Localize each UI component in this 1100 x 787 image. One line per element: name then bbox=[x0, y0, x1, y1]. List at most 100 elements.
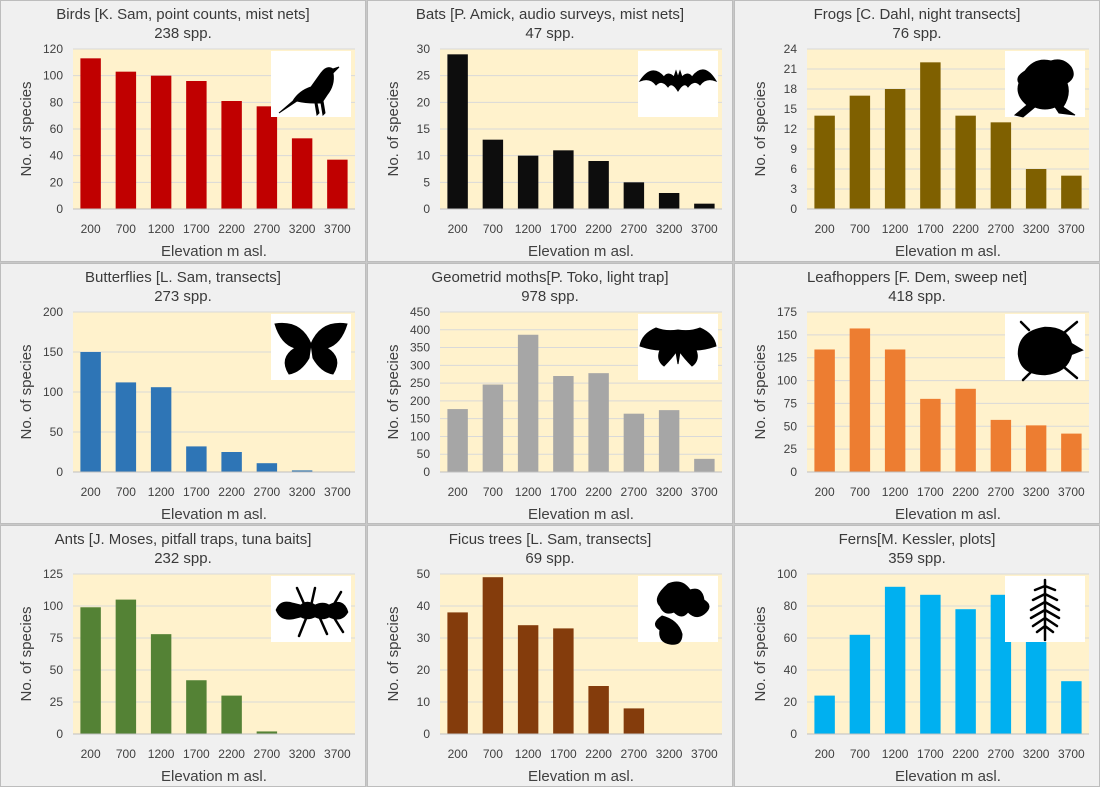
chart-subtitle: 273 spp. bbox=[154, 288, 212, 305]
bar bbox=[1061, 433, 1082, 472]
y-tick-label: 21 bbox=[784, 62, 798, 76]
x-tick-label: 1700 bbox=[183, 485, 210, 499]
bar bbox=[553, 628, 574, 734]
x-tick-label: 2200 bbox=[952, 747, 979, 761]
x-tick-label: 1200 bbox=[882, 747, 909, 761]
x-tick-label: 1700 bbox=[183, 747, 210, 761]
y-tick-label: 3 bbox=[790, 182, 797, 196]
fern-icon bbox=[1005, 576, 1085, 642]
bar bbox=[1025, 169, 1047, 209]
chart-title: Geometrid moths[P. Toko, light trap] bbox=[431, 269, 669, 286]
y-tick-label: 450 bbox=[410, 305, 430, 319]
x-tick-label: 3700 bbox=[324, 747, 351, 761]
y-tick-label: 5 bbox=[423, 175, 430, 189]
bar bbox=[884, 586, 906, 734]
x-tick-label: 3200 bbox=[1023, 485, 1050, 499]
y-tick-label: 75 bbox=[784, 396, 798, 410]
chart-svg: 0 20 40 60 80 100 120 200 700 1200 1700 2200 2700 320… bbox=[18, 42, 355, 260]
y-axis-label: No. of species bbox=[752, 606, 769, 701]
y-tick-label: 40 bbox=[50, 149, 64, 163]
chart-panel: Butterflies [L. Sam, transects] 273 spp. 0… bbox=[0, 263, 366, 524]
y-tick-label: 350 bbox=[410, 341, 430, 355]
chart-title: Ants [J. Moses, pitfall traps, tuna bait… bbox=[54, 531, 312, 548]
x-tick-label: 3700 bbox=[691, 485, 718, 499]
bar bbox=[221, 452, 242, 472]
x-tick-label: 2700 bbox=[254, 747, 281, 761]
chart-subtitle: 69 spp. bbox=[525, 550, 575, 567]
chart-panel: Birds [K. Sam, point counts, mist nets] 2… bbox=[0, 0, 366, 262]
bar bbox=[256, 463, 278, 472]
bar bbox=[115, 382, 137, 472]
y-axis-label: No. of species bbox=[18, 606, 35, 701]
y-tick-label: 125 bbox=[777, 351, 797, 365]
bird-icon bbox=[271, 51, 351, 117]
chart-title: Bats [P. Amick, audio surveys, mist nets… bbox=[415, 6, 685, 23]
bar bbox=[291, 470, 313, 472]
x-tick-label: 1200 bbox=[515, 222, 542, 236]
x-tick-label: 1200 bbox=[148, 222, 175, 236]
y-tick-label: 175 bbox=[777, 305, 797, 319]
x-tick-label: 1700 bbox=[183, 222, 210, 236]
y-tick-label: 0 bbox=[56, 202, 63, 216]
x-tick-label: 2700 bbox=[988, 485, 1015, 499]
bar bbox=[658, 193, 680, 209]
x-tick-label: 200 bbox=[448, 222, 468, 236]
y-tick-label: 0 bbox=[423, 465, 430, 479]
chart-panel: Ants [J. Moses, pitfall traps, tuna bait… bbox=[0, 525, 366, 787]
x-tick-label: 3700 bbox=[691, 222, 718, 236]
bar bbox=[447, 54, 468, 210]
x-tick-label: 2200 bbox=[218, 222, 245, 236]
leafhopper-icon bbox=[1005, 314, 1085, 382]
x-tick-label: 1700 bbox=[550, 485, 577, 499]
y-tick-label: 150 bbox=[410, 412, 430, 426]
bar bbox=[920, 398, 941, 472]
x-tick-label: 3200 bbox=[1023, 747, 1050, 761]
x-tick-label: 1700 bbox=[917, 222, 944, 236]
y-tick-label: 15 bbox=[784, 102, 798, 116]
x-tick-label: 2700 bbox=[254, 222, 281, 236]
moth-icon bbox=[638, 314, 718, 380]
bar bbox=[814, 695, 835, 734]
bar bbox=[150, 634, 172, 734]
chart-svg: 0 5 10 15 20 25 30 200 700 1200 1700 2200 2700 3200 37… bbox=[385, 42, 722, 260]
x-tick-label: 2200 bbox=[218, 747, 245, 761]
x-tick-label: 2700 bbox=[988, 747, 1015, 761]
y-tick-label: 120 bbox=[43, 42, 63, 56]
y-tick-label: 10 bbox=[417, 149, 431, 163]
bar bbox=[221, 695, 242, 734]
chart-title: Leafhoppers [F. Dem, sweep net] bbox=[806, 269, 1028, 286]
y-tick-label: 24 bbox=[784, 42, 798, 56]
x-tick-label: 700 bbox=[850, 222, 870, 236]
bar bbox=[588, 161, 609, 209]
x-tick-label: 700 bbox=[116, 222, 136, 236]
bar bbox=[150, 387, 172, 472]
y-tick-label: 0 bbox=[790, 465, 797, 479]
chart-panel: Leafhoppers [F. Dem, sweep net] 418 spp. 0… bbox=[734, 263, 1100, 524]
chart-subtitle: 47 spp. bbox=[525, 25, 575, 42]
y-tick-label: 200 bbox=[43, 305, 63, 319]
bar bbox=[623, 708, 645, 734]
bar bbox=[517, 625, 539, 734]
x-tick-label: 2200 bbox=[585, 485, 612, 499]
x-tick-label: 200 bbox=[448, 747, 468, 761]
y-tick-label: 300 bbox=[410, 358, 430, 372]
y-axis-label: No. of species bbox=[385, 606, 402, 701]
butterfly-icon bbox=[271, 314, 351, 380]
bar bbox=[447, 612, 468, 734]
x-tick-label: 1700 bbox=[550, 222, 577, 236]
y-tick-label: 20 bbox=[417, 663, 431, 677]
y-tick-label: 9 bbox=[790, 142, 797, 156]
y-axis-label: No. of species bbox=[385, 81, 402, 176]
chart-panel: Frogs [C. Dahl, night transects] 76 spp. 0… bbox=[734, 0, 1100, 262]
bar bbox=[150, 75, 172, 210]
x-tick-label: 200 bbox=[815, 222, 835, 236]
y-tick-label: 80 bbox=[50, 95, 64, 109]
y-tick-label: 0 bbox=[790, 727, 797, 741]
y-tick-label: 200 bbox=[410, 394, 430, 408]
x-tick-label: 3200 bbox=[289, 222, 316, 236]
chart-subtitle: 238 spp. bbox=[154, 25, 212, 42]
chart-svg: 0 10 20 30 40 50 200 700 1200 1700 2200 2700 3200 370… bbox=[385, 567, 722, 785]
y-tick-label: 75 bbox=[50, 631, 64, 645]
x-tick-label: 3200 bbox=[656, 747, 683, 761]
x-tick-label: 1200 bbox=[148, 747, 175, 761]
